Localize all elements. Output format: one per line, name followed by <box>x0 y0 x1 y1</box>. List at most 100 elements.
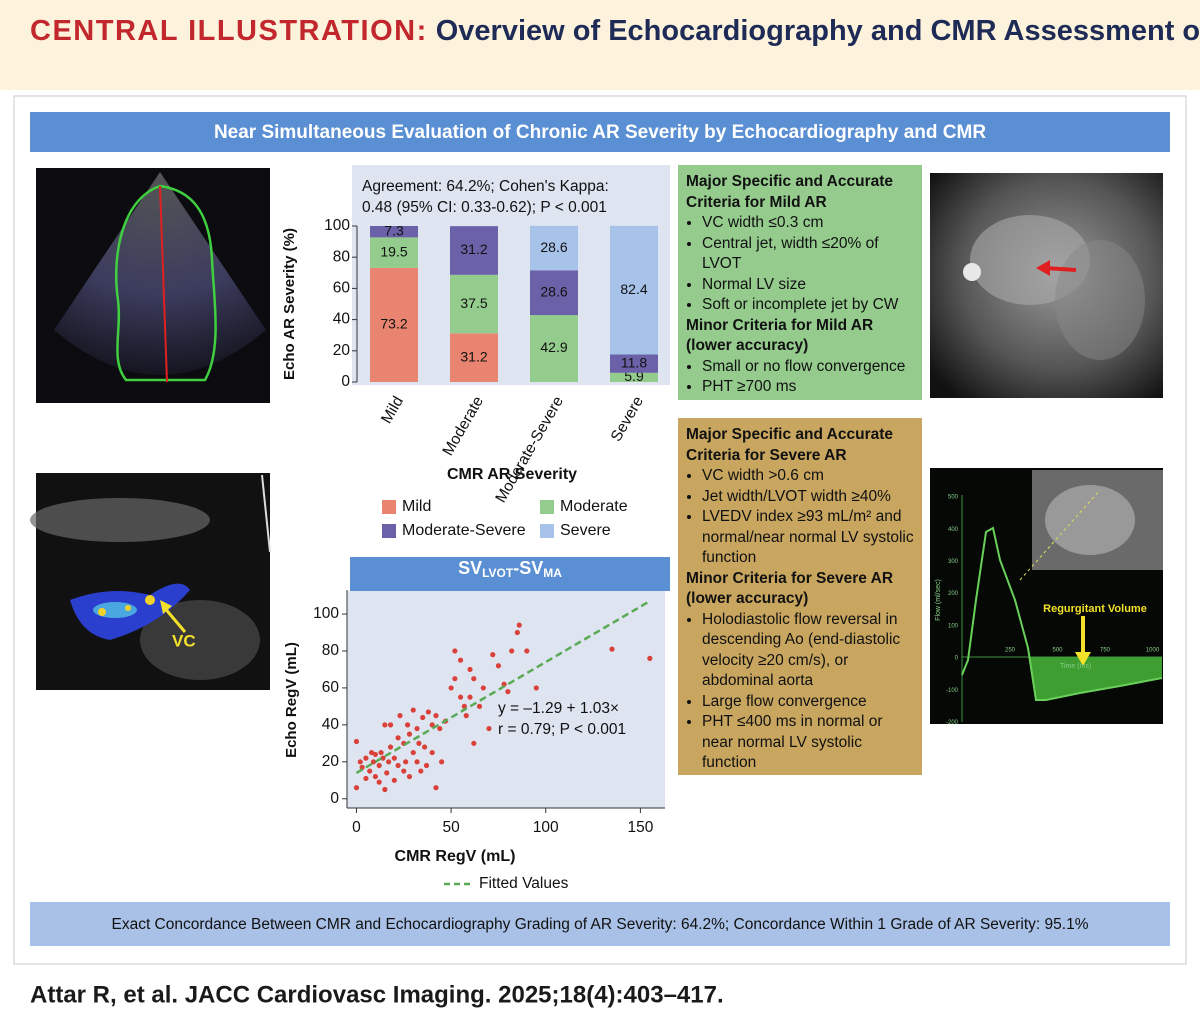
criteria-heading: Major Specific and Accurate Criteria for… <box>686 173 894 211</box>
y-tick-label: 20 <box>322 753 340 770</box>
legend-label: Mild <box>402 498 431 515</box>
flow-y-tick: 0 <box>955 656 959 662</box>
data-point <box>406 773 413 780</box>
bar-value-label: 82.4 <box>620 281 647 297</box>
data-point <box>370 759 377 765</box>
criteria-list: VC width >0.6 cmJet width/LVOT width ≥40… <box>686 466 914 569</box>
y-tick-label: 20 <box>333 342 351 359</box>
y-axis-label: Echo AR Severity (%) <box>281 228 298 380</box>
criteria-item: PHT ≥700 ms <box>702 377 914 398</box>
bar-value-label: 11.8 <box>621 354 647 370</box>
criteria-list: Small or no flow convergencePHT ≥700 ms <box>686 357 914 398</box>
data-point <box>429 749 435 756</box>
header-band <box>0 0 1200 90</box>
data-point <box>363 775 369 782</box>
scatter-annotation: y = –1.29 + 1.03× <box>498 700 619 717</box>
bar-value-label: 42.9 <box>540 339 567 355</box>
vc-label: VC <box>172 631 196 650</box>
data-point <box>647 655 653 661</box>
flow-x-tick: 1000 <box>1146 648 1160 654</box>
criteria-heading: Minor Criteria for Mild AR (lower accura… <box>686 316 874 355</box>
mild-criteria: Major Specific and Accurate Criteria for… <box>678 165 922 400</box>
criteria-item: Central jet, width ≤20% of LVOT <box>702 234 914 275</box>
bar-segment <box>530 270 578 316</box>
bar-value-label: 37.5 <box>460 295 487 311</box>
data-point <box>452 648 458 654</box>
data-point <box>387 722 394 728</box>
flow-y-tick: 500 <box>948 495 959 501</box>
data-point <box>439 759 445 765</box>
scatter-title-band <box>350 557 670 591</box>
criteria-list: VC width ≤0.3 cmCentral jet, width ≤20% … <box>686 213 914 316</box>
data-point <box>486 725 492 732</box>
y-tick-label: 0 <box>341 373 350 390</box>
header-title: Overview of Echocardiography and CMR Ass… <box>436 15 1200 47</box>
data-point <box>471 676 477 682</box>
legend-label: Moderate <box>560 498 628 515</box>
data-point <box>410 749 416 756</box>
data-point <box>410 707 416 713</box>
data-point <box>403 759 409 765</box>
flow-y-tick: 400 <box>948 527 959 533</box>
bar-annotation: 0.48 (95% CI: 0.33-0.62); P < 0.001 <box>362 199 607 216</box>
data-point <box>401 768 407 774</box>
data-point <box>467 666 473 673</box>
flow-y-tick: -100 <box>946 688 959 694</box>
bar-annotation: Agreement: 64.2%; Cohen's Kappa: <box>362 178 609 195</box>
bar-segment <box>610 372 658 382</box>
data-point <box>382 786 388 793</box>
banner-text: Near Simultaneous Evaluation of Chronic … <box>214 122 986 143</box>
footer-text: Exact Concordance Between CMR and Echoca… <box>111 916 1088 933</box>
severe-criteria: Major Specific and Accurate Criteria for… <box>678 418 922 775</box>
flow-image: Regurgitant Volume Flow (ml/sec) Time (m… <box>930 468 1163 726</box>
data-point <box>457 657 464 663</box>
flow-y-tick: 100 <box>948 623 959 629</box>
doppler-image: VC <box>30 473 271 690</box>
data-point <box>391 777 397 783</box>
footer-band <box>30 902 1170 946</box>
data-point <box>422 744 428 750</box>
data-point <box>467 694 473 700</box>
x-tick-label: 50 <box>442 819 460 836</box>
data-point <box>386 759 392 765</box>
data-point <box>395 762 401 769</box>
bar-segment <box>450 333 498 382</box>
data-point <box>448 685 454 691</box>
data-point <box>509 648 515 654</box>
data-point <box>505 689 511 695</box>
y-tick-label: 60 <box>333 279 351 296</box>
y-tick-label: 60 <box>322 679 340 696</box>
criteria-item: PHT ≤400 ms in normal or near normal LV … <box>702 712 914 774</box>
data-point <box>414 759 420 765</box>
flow-y-tick: 300 <box>948 559 959 565</box>
scatter-title-part: -SV <box>513 558 543 578</box>
y-tick-label: 0 <box>330 790 339 807</box>
bar-segment <box>370 237 418 268</box>
scatter-annotation: r = 0.79; P < 0.001 <box>498 721 626 738</box>
y-tick-label: 40 <box>333 311 351 328</box>
data-point <box>391 755 397 761</box>
bar-value-label: 28.6 <box>540 283 567 299</box>
data-point <box>376 762 382 769</box>
data-point <box>357 759 363 765</box>
data-point <box>378 749 384 756</box>
criteria-heading: Major Specific and Accurate Criteria for… <box>686 426 894 464</box>
data-point <box>452 676 458 682</box>
data-point <box>387 744 394 750</box>
bar-segment <box>610 354 658 373</box>
data-point <box>495 663 502 669</box>
data-point <box>406 731 413 737</box>
header-label: CENTRAL ILLUSTRATION: <box>30 15 428 47</box>
data-point <box>423 762 430 769</box>
y-tick-label: 80 <box>322 642 340 659</box>
legend-swatch <box>382 500 396 514</box>
data-point <box>414 725 420 732</box>
y-tick-label: 100 <box>313 605 339 622</box>
data-point <box>433 785 439 791</box>
legend-label: Severe <box>560 522 611 539</box>
scatter-title-part: SV <box>458 558 482 578</box>
banner <box>30 112 1170 152</box>
data-point <box>463 713 469 719</box>
